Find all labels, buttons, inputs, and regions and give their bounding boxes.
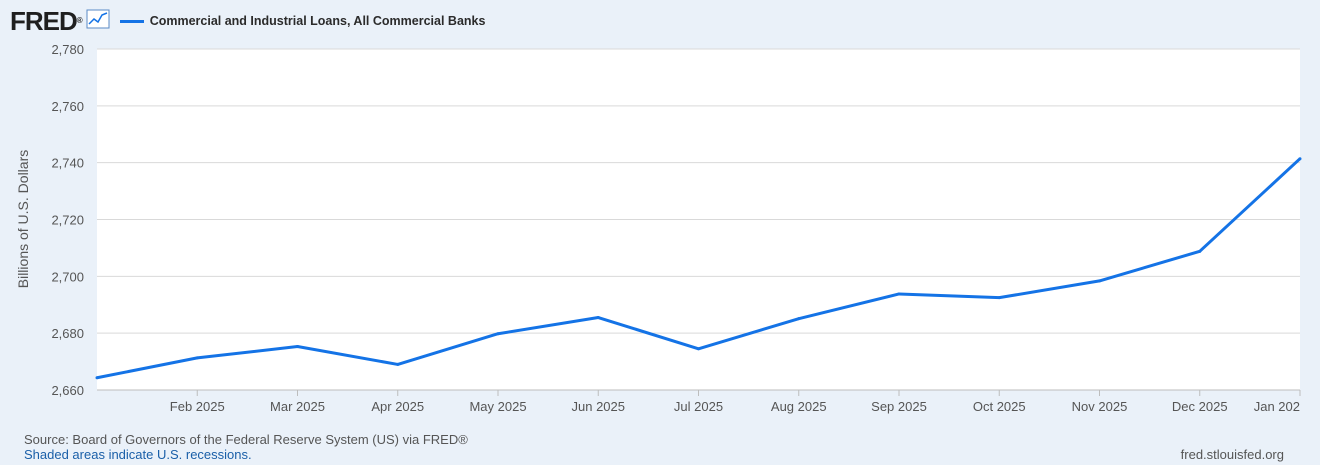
data-point[interactable] xyxy=(797,317,801,321)
y-tick-label: 2,700 xyxy=(51,269,84,284)
x-tick-label: Mar 2025 xyxy=(270,399,325,414)
x-tick-label: Jun 2025 xyxy=(572,399,626,414)
x-tick-label: Jul 2025 xyxy=(674,399,723,414)
site-link[interactable]: fred.stlouisfed.org xyxy=(1180,447,1284,462)
data-point[interactable] xyxy=(897,292,901,296)
data-point[interactable] xyxy=(1298,157,1302,161)
y-tick-label: 2,720 xyxy=(51,213,84,228)
data-point[interactable] xyxy=(396,362,400,366)
footer-notes: Source: Board of Governors of the Federa… xyxy=(24,432,468,462)
recessions-link[interactable]: Shaded areas indicate U.S. recessions. xyxy=(24,447,252,462)
y-tick-label: 2,780 xyxy=(51,42,84,57)
x-tick-label: Apr 2025 xyxy=(371,399,424,414)
gridlines xyxy=(97,48,1300,334)
data-point[interactable] xyxy=(496,332,500,336)
data-point[interactable] xyxy=(1098,279,1101,283)
data-point[interactable] xyxy=(195,356,199,360)
x-tick-label: Oct 2025 xyxy=(973,399,1026,414)
x-tick-label: Sep 2025 xyxy=(871,399,927,414)
x-tick-label: Jan 202 xyxy=(1254,399,1300,414)
y-tick-label: 2,680 xyxy=(51,326,84,341)
x-tick-label: Dec 2025 xyxy=(1172,399,1228,414)
fred-logo[interactable]: FRED® xyxy=(10,6,83,36)
x-tick-label: May 2025 xyxy=(469,399,526,414)
x-tick-label: Aug 2025 xyxy=(771,399,827,414)
data-point[interactable] xyxy=(997,296,1001,300)
y-axis-ticks: 2,660 2,680 2,700 2,720 2,740 2,760 2,780 xyxy=(51,42,84,398)
line-graph-icon xyxy=(86,9,110,34)
legend-label: Commercial and Industrial Loans, All Com… xyxy=(149,14,486,28)
data-point[interactable] xyxy=(296,345,299,349)
y-tick-label: 2,760 xyxy=(51,99,84,114)
chart-header: FRED® Commercial and Industrial Loans, A… xyxy=(10,6,485,36)
y-tick-label: 2,660 xyxy=(51,383,84,398)
data-point[interactable] xyxy=(697,347,700,351)
y-tick-label: 2,740 xyxy=(51,156,84,171)
x-tick-label: Feb 2025 xyxy=(170,399,225,414)
legend-swatch xyxy=(119,19,144,23)
y-axis-title: Billions of U.S. Dollars xyxy=(15,150,31,289)
x-axis-ticks: Feb 2025 Mar 2025 Apr 2025 May 2025 Jun 2025… xyxy=(170,390,1301,414)
data-point[interactable] xyxy=(1198,249,1202,253)
source-note: Source: Board of Governors of the Federa… xyxy=(24,432,468,447)
data-point[interactable] xyxy=(596,316,600,320)
data-point[interactable] xyxy=(95,376,99,380)
series-group xyxy=(95,157,1302,380)
x-tick-label: Nov 2025 xyxy=(1072,399,1128,414)
legend[interactable]: Commercial and Industrial Loans, All Com… xyxy=(119,14,486,28)
